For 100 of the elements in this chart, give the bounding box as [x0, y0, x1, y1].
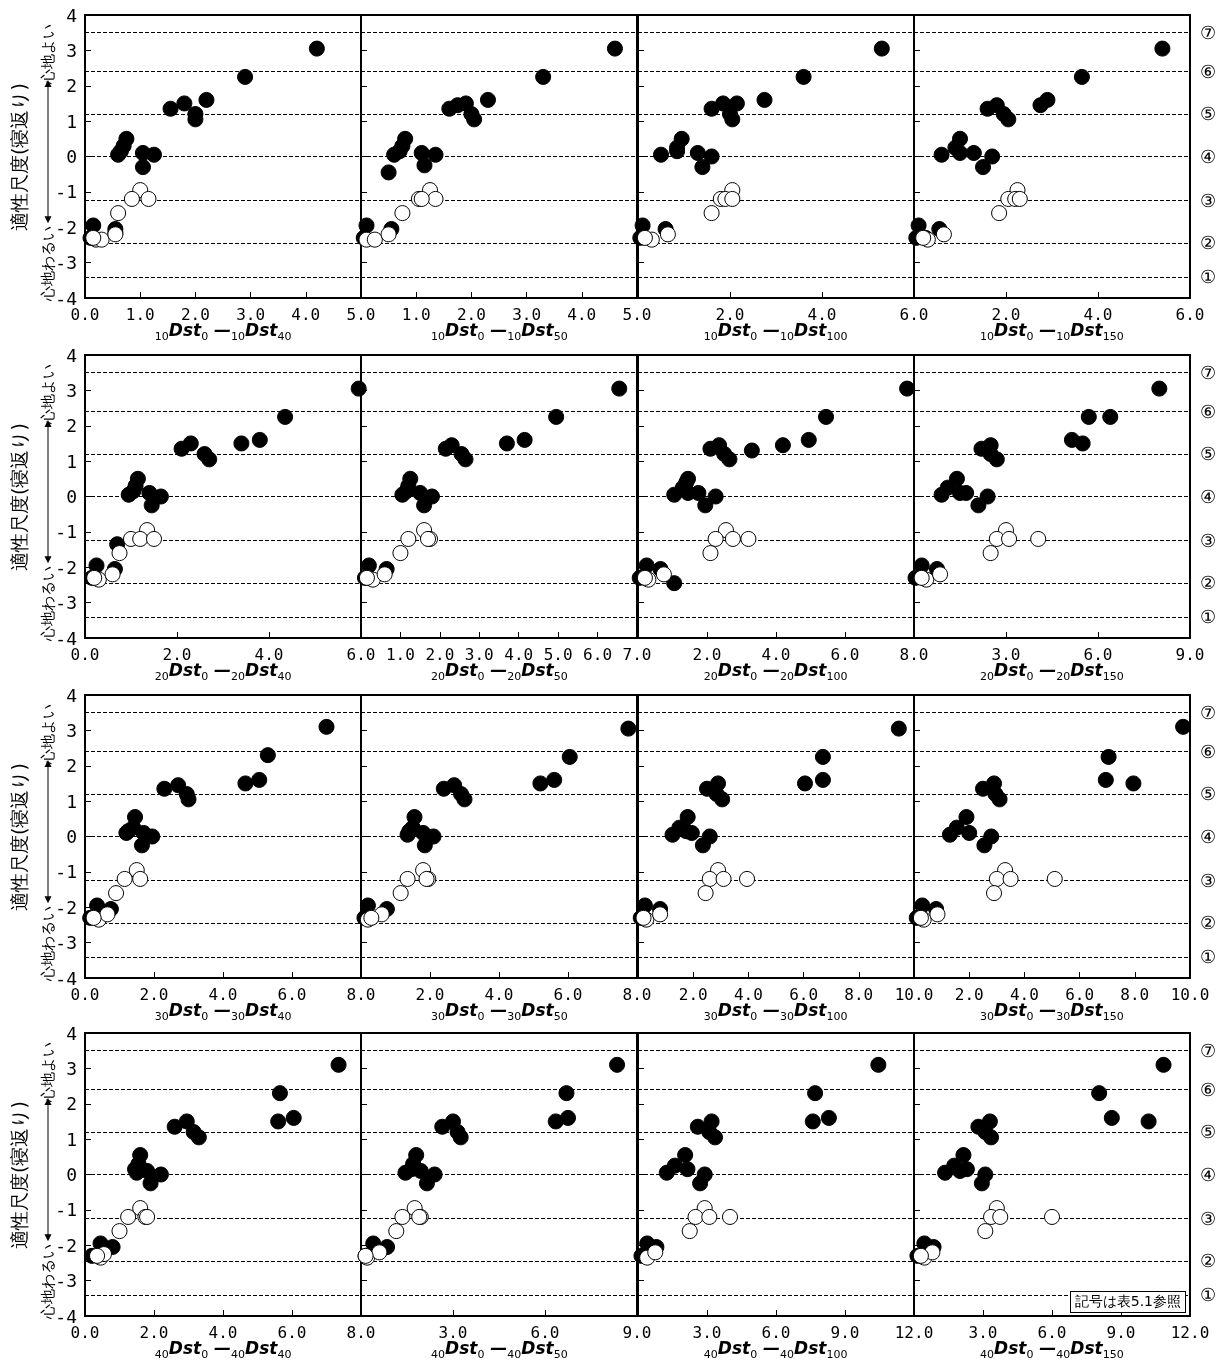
- point: [561, 748, 578, 765]
- point: [983, 148, 1000, 165]
- ref-line-label: ③: [1199, 870, 1216, 891]
- y-tick-label: 2: [66, 1093, 77, 1115]
- point: [456, 791, 473, 808]
- point: [1100, 748, 1117, 765]
- point: [532, 775, 549, 792]
- point: [1125, 775, 1142, 792]
- x-tick-label: 10.0: [894, 984, 933, 1004]
- y-tick-label: -2: [55, 896, 77, 918]
- point: [1090, 1085, 1107, 1102]
- y-tick-label: 2: [66, 755, 77, 777]
- y-tick-label: -2: [55, 1234, 77, 1256]
- point: [1074, 435, 1091, 452]
- point: [707, 488, 724, 505]
- ref-line-label: ⑥: [1199, 1079, 1216, 1100]
- x-tick-label: 9.0: [1175, 644, 1205, 664]
- point: [419, 1175, 436, 1192]
- point: [99, 906, 116, 923]
- point: [1151, 380, 1168, 397]
- point: [913, 569, 930, 586]
- point: [441, 100, 458, 117]
- ref-line-label: ④: [1199, 826, 1216, 847]
- ref-line-label: ④: [1199, 146, 1216, 167]
- point: [285, 1109, 302, 1126]
- point: [1140, 1113, 1157, 1130]
- y-axis-title: 適性尺度(寝返り): [7, 1100, 31, 1249]
- point: [976, 837, 993, 854]
- point: [546, 771, 563, 788]
- ref-line-label: ③: [1199, 530, 1216, 551]
- y-tick-label: -1: [55, 861, 77, 883]
- point: [516, 431, 533, 448]
- point: [1000, 111, 1017, 128]
- point: [743, 442, 760, 459]
- y-tick-label: 3: [66, 379, 77, 401]
- x-tick-label: 5.0: [622, 304, 652, 324]
- text: 心地わるい: [38, 1243, 57, 1319]
- point: [318, 718, 335, 735]
- point: [416, 497, 433, 514]
- y-tick-label: 0: [66, 826, 77, 847]
- x-tick-label: 1.0: [402, 304, 431, 324]
- point: [676, 1147, 693, 1164]
- point: [1103, 1109, 1120, 1126]
- point: [152, 1166, 169, 1183]
- ref-line-label: ⑤: [1199, 784, 1216, 805]
- point: [873, 40, 890, 57]
- point: [466, 111, 483, 128]
- point: [973, 1175, 990, 1192]
- point: [703, 148, 720, 165]
- point: [658, 1164, 675, 1181]
- point: [970, 497, 987, 514]
- point: [308, 40, 325, 57]
- point: [1154, 40, 1171, 57]
- point: [259, 747, 276, 764]
- point: [701, 440, 718, 457]
- point: [804, 1113, 821, 1130]
- point: [427, 146, 444, 163]
- point: [1102, 408, 1119, 425]
- point: [499, 435, 516, 452]
- point: [652, 146, 669, 163]
- x-tick-label: 10.0: [1170, 984, 1210, 1004]
- point: [974, 159, 991, 176]
- ref-line-label: ⑤: [1199, 104, 1216, 125]
- point: [560, 1109, 577, 1126]
- x-tick-label: 6.0: [346, 644, 376, 664]
- y-tick-label: 4: [66, 1022, 77, 1044]
- point: [806, 1085, 823, 1102]
- point: [713, 791, 730, 808]
- y-tick-label: -2: [55, 216, 77, 238]
- ref-line-label: ⑤: [1199, 444, 1216, 465]
- point: [665, 575, 682, 592]
- x-tick-label: 8.0: [346, 984, 376, 1004]
- point: [417, 837, 434, 854]
- point: [664, 826, 680, 843]
- y-tick-label: -2: [55, 556, 77, 578]
- point: [991, 791, 1008, 808]
- point: [1032, 97, 1049, 114]
- point: [438, 440, 455, 457]
- y-tick-label: -1: [55, 181, 77, 203]
- x-tick-label: 4.0: [567, 304, 597, 324]
- point: [142, 1175, 159, 1192]
- x-tick-label: 6.0: [583, 644, 613, 664]
- text: 心地わるい: [38, 565, 57, 641]
- point: [271, 1085, 288, 1102]
- point: [330, 1056, 347, 1073]
- point: [982, 1129, 999, 1146]
- y-tick-label: -3: [55, 1270, 77, 1292]
- point: [1080, 408, 1097, 425]
- point: [176, 95, 193, 112]
- point: [974, 780, 991, 797]
- point: [133, 837, 150, 854]
- ref-line-label: ①: [1199, 266, 1216, 287]
- y-tick-label: 1: [66, 790, 77, 812]
- point: [723, 190, 740, 207]
- point: [609, 1056, 626, 1073]
- point: [678, 1161, 695, 1178]
- y-tick-label: -3: [55, 932, 77, 954]
- point: [691, 1175, 708, 1192]
- ref-line-label: ①: [1199, 1284, 1216, 1305]
- ref-line-label: ⑥: [1199, 741, 1216, 762]
